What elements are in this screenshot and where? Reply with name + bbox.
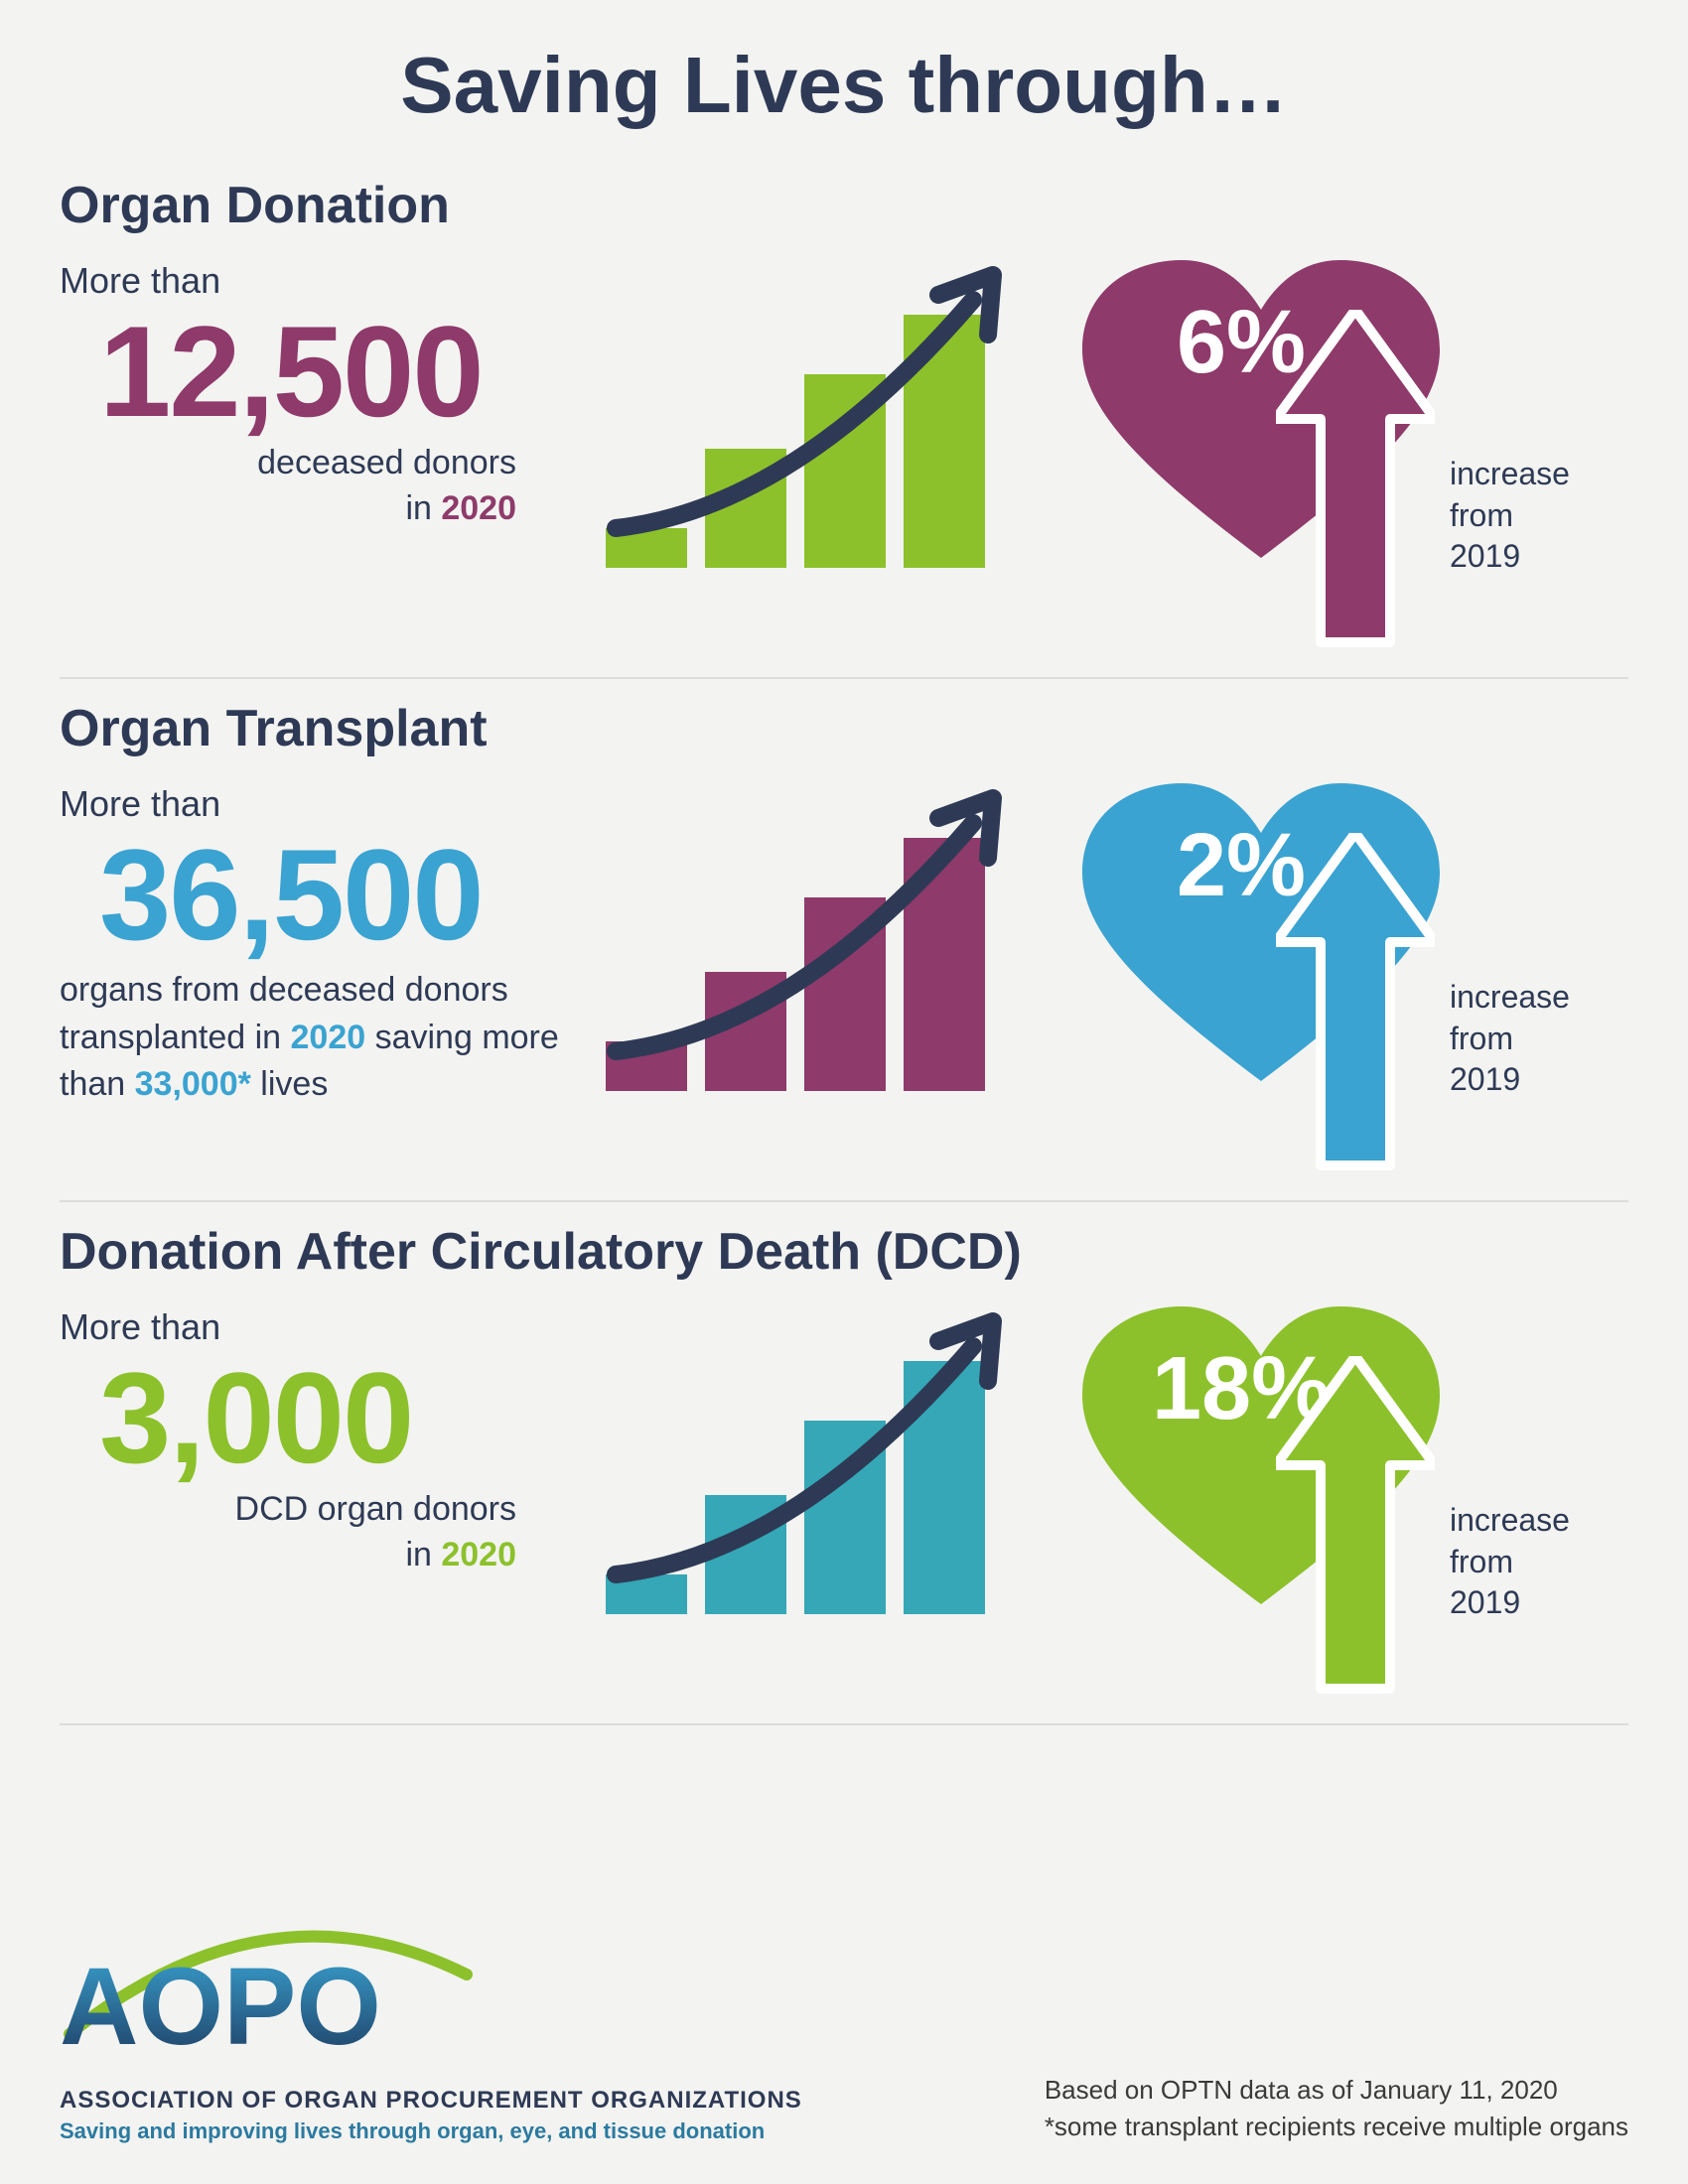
stat-block: More than 3,000 DCD organ donors in 2020 — [60, 1306, 576, 1578]
trend-arrow-icon — [596, 1287, 1033, 1604]
logo-block: AOPO ASSOCIATION OF ORGAN PROCUREMENT OR… — [60, 1915, 834, 2144]
increase-label: increase from 2019 — [1450, 977, 1570, 1101]
section-heading: Organ Transplant — [60, 699, 1628, 758]
section-heading: Organ Donation — [60, 176, 1628, 235]
aopo-logo: AOPO — [60, 1915, 477, 2074]
intro-text: More than — [60, 783, 576, 825]
section-organ-transplant: Organ Transplant More than 36,500 organs… — [60, 679, 1628, 1202]
up-arrow-icon — [1276, 1356, 1435, 1713]
increase-label: increase from 2019 — [1450, 1500, 1570, 1624]
sub-text: DCD organ donors in 2020 — [60, 1487, 576, 1578]
heart-stat: 18% increase from 2019 — [1053, 1306, 1609, 1684]
stat-block: More than 12,500 deceased donors in 2020 — [60, 260, 576, 532]
bar-chart — [606, 1306, 1023, 1634]
heart-stat: 6% increase from 2019 — [1053, 260, 1609, 637]
intro-text: More than — [60, 1306, 576, 1348]
sub-text: deceased donors in 2020 — [60, 441, 576, 532]
section-dcd: Donation After Circulatory Death (DCD) M… — [60, 1202, 1628, 1725]
tagline: Saving and improving lives through organ… — [60, 2118, 834, 2144]
section-organ-donation: Organ Donation More than 12,500 deceased… — [60, 156, 1628, 679]
big-number: 12,500 — [99, 307, 576, 436]
big-number: 36,500 — [99, 830, 576, 959]
intro-text: More than — [60, 260, 576, 302]
heart-stat: 2% increase from 2019 — [1053, 783, 1609, 1160]
svg-text:AOPO: AOPO — [60, 1946, 381, 2068]
org-name: ASSOCIATION OF ORGAN PROCUREMENT ORGANIZ… — [60, 2087, 834, 2115]
up-arrow-icon — [1276, 833, 1435, 1190]
increase-label: increase from 2019 — [1450, 454, 1570, 578]
bar-chart — [606, 783, 1023, 1111]
section-heading: Donation After Circulatory Death (DCD) — [60, 1222, 1628, 1282]
bar-chart — [606, 260, 1023, 588]
page-title: Saving Lives through… — [60, 40, 1628, 131]
big-number: 3,000 — [99, 1353, 576, 1482]
sub-text: organs from deceased donors transplanted… — [60, 967, 576, 1109]
trend-arrow-icon — [596, 240, 1033, 558]
footer: AOPO ASSOCIATION OF ORGAN PROCUREMENT OR… — [60, 1915, 1628, 2144]
up-arrow-icon — [1276, 310, 1435, 667]
trend-arrow-icon — [596, 763, 1033, 1081]
stat-block: More than 36,500 organs from deceased do… — [60, 783, 576, 1109]
footnote: Based on OPTN data as of January 11, 202… — [1045, 2072, 1628, 2144]
